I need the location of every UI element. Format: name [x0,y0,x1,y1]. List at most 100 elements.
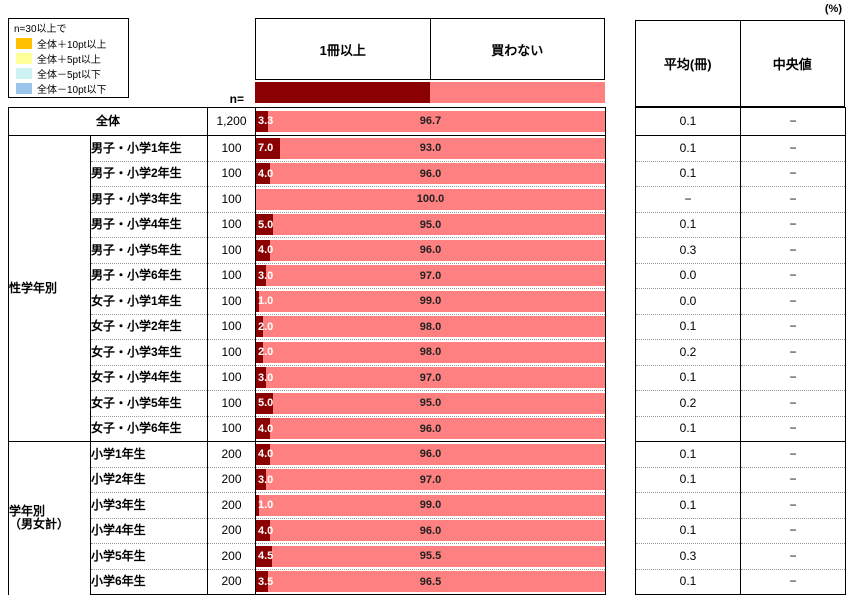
bar-value-not-bought: 98.0 [419,320,442,333]
table-row: 小学3年生 200 99.0 1.0 0.1 − [9,492,846,519]
row-average: 0.1 [635,415,741,442]
table-row: 小学4年生 200 96.0 4.0 0.1 − [9,517,846,544]
row-n: 100 [207,339,256,365]
bar-cell: 96.0 4.0 [255,237,606,263]
row-median: − [740,339,846,365]
row-median: − [740,160,846,187]
bar-segment-bought [256,341,263,363]
legend-swatch-minus5 [16,68,32,79]
bar-cell: 98.0 2.0 [255,339,606,365]
stacked-bar: 93.0 7.0 [256,137,605,159]
bar-value-bought: 1.0 [258,295,274,308]
bar-value-bought: 2.0 [258,320,274,333]
row-n: 200 [207,466,256,493]
bar-segment-bought [256,239,270,261]
bar-value-not-bought: 100.0 [416,193,445,206]
row-label: 女子・小学2年生 [90,313,208,340]
bar-value-not-bought: 96.5 [419,575,442,588]
stacked-bar: 95.5 4.5 [256,545,605,567]
row-median: − [740,211,846,238]
row-label: 小学5年生 [90,543,208,569]
table-row: 学年別 （男女計） 小学1年生 200 96.0 4.0 0.1 − [8,441,846,595]
row-n: 200 [207,517,256,544]
row-median: − [740,466,846,493]
bar-segment-bought [256,163,270,185]
stacked-bar: 97.0 3.0 [256,469,605,491]
legend-swatch-plus5 [16,53,32,64]
legend-swatch-plus10 [16,38,32,49]
row-n: 100 [207,211,256,238]
bar-segment-bought [256,214,274,236]
bar-value-not-bought: 96.0 [419,244,442,257]
spacer [606,187,636,213]
legend-title: n=30以上で [14,24,67,35]
stacked-bar: 96.0 4.0 [256,443,605,465]
legend-item: 全体－5pt以下 [14,66,128,81]
row-average: − [635,186,741,212]
bar-cell: 99.0 1.0 [255,288,606,314]
legend-item: 全体＋10pt以上 [14,36,128,51]
column-header-average: 平均(冊) [636,21,741,106]
column-header-bought: 1冊以上 [256,19,431,79]
bar-value-not-bought: 96.0 [419,422,442,435]
legend-label: 全体－10pt以下 [37,85,107,96]
table-row: 男子・小学4年生 100 95.0 5.0 0.1 − [9,211,846,238]
spacer [606,108,636,136]
row-n: 200 [207,543,256,569]
table-row: 男子・小学2年生 100 96.0 4.0 0.1 − [9,160,846,187]
row-label: 小学1年生 [90,441,208,467]
row-median: − [740,107,846,136]
n-column-header: n= [229,92,244,106]
row-n: 100 [207,262,256,289]
legend-swatch-minus10 [16,83,32,94]
row-median: − [740,543,846,569]
bar-value-bought: 3.0 [258,473,274,486]
row-label: 女子・小学4年生 [90,364,208,391]
table-row: 男子・小学6年生 100 97.0 3.0 0.0 − [9,262,846,289]
bar-value-bought: 4.0 [258,167,274,180]
row-median: − [740,135,846,161]
row-average: 0.1 [635,568,741,595]
series-color-key [255,82,605,103]
row-median: − [740,186,846,212]
bar-value-bought: 3.5 [258,575,274,588]
bar-segment-bought [256,316,263,338]
stacked-bar: 95.0 5.0 [256,214,605,236]
bar-value-not-bought: 96.0 [419,448,442,461]
results-table: 全体 1,200 96.7 3.3 0.1 − 性学年別 男子・小学1年生 10… [8,107,846,595]
bar-cell: 97.0 3.0 [255,466,606,493]
row-n: 1,200 [207,107,256,136]
bar-segment-bought [256,520,270,542]
row-label: 男子・小学5年生 [90,237,208,263]
row-average: 0.2 [635,390,741,416]
spacer [606,263,636,289]
row-median: − [740,441,846,467]
row-n: 100 [207,237,256,263]
row-n: 100 [207,135,256,161]
row-label: 小学2年生 [90,466,208,493]
row-average: 0.0 [635,262,741,289]
bar-cell: 95.5 4.5 [255,543,606,569]
stacked-bar: 96.0 4.0 [256,418,605,440]
stacked-bar: 96.5 3.5 [256,571,605,593]
spacer [606,314,636,340]
bar-value-bought: 3.0 [258,269,274,282]
table-row: 女子・小学3年生 100 98.0 2.0 0.2 − [9,339,846,365]
spacer [606,493,636,519]
bar-cell: 96.0 4.0 [255,441,606,467]
row-average: 0.1 [635,466,741,493]
row-average: 0.1 [635,135,741,161]
bar-value-bought: 5.0 [258,218,274,231]
row-average: 0.1 [635,160,741,187]
spacer [606,442,636,468]
row-median: − [740,415,846,442]
row-average: 0.2 [635,339,741,365]
row-label: 小学4年生 [90,517,208,544]
bar-value-not-bought: 98.0 [419,346,442,359]
bar-value-not-bought: 97.0 [419,269,442,282]
spacer [606,544,636,570]
row-label: 全体 [8,107,208,136]
table-row: 全体 1,200 96.7 3.3 0.1 − [8,107,846,136]
legend-item: 全体＋5pt以上 [14,51,128,66]
